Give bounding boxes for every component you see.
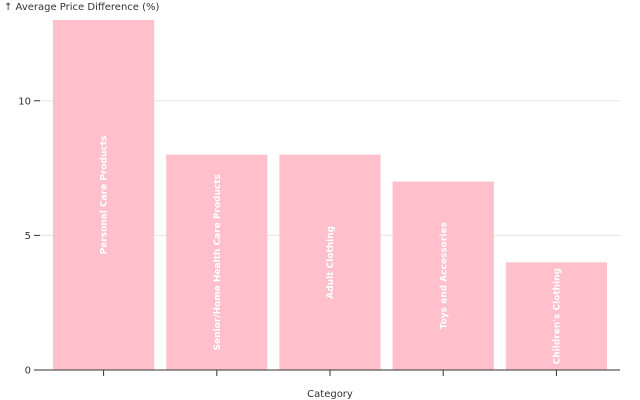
- bar: [53, 20, 155, 370]
- bar-label: Children's Clothing: [553, 268, 563, 364]
- y-tick-label: 0: [25, 366, 31, 377]
- bar: [392, 181, 494, 370]
- y-tick-label: 10: [18, 96, 31, 107]
- bars: [53, 20, 607, 370]
- y-axis-title: ↑ Average Price Difference (%): [4, 2, 160, 13]
- bar-label: Toys and Accessories: [439, 222, 449, 329]
- bar-label: Adult Clothing: [326, 226, 336, 299]
- y-tick-label: 5: [25, 231, 31, 242]
- bar: [505, 262, 607, 370]
- x-axis-title: Category: [307, 389, 353, 400]
- bar: [166, 154, 268, 370]
- bar-label: Personal Care Products: [100, 136, 110, 255]
- bar-labels: Personal Care Products Senior/Home Health…: [100, 136, 563, 365]
- axes: 0 5 10: [18, 96, 620, 377]
- bar-label: Senior/Home Health Care Products: [213, 174, 223, 350]
- bar: [279, 154, 381, 370]
